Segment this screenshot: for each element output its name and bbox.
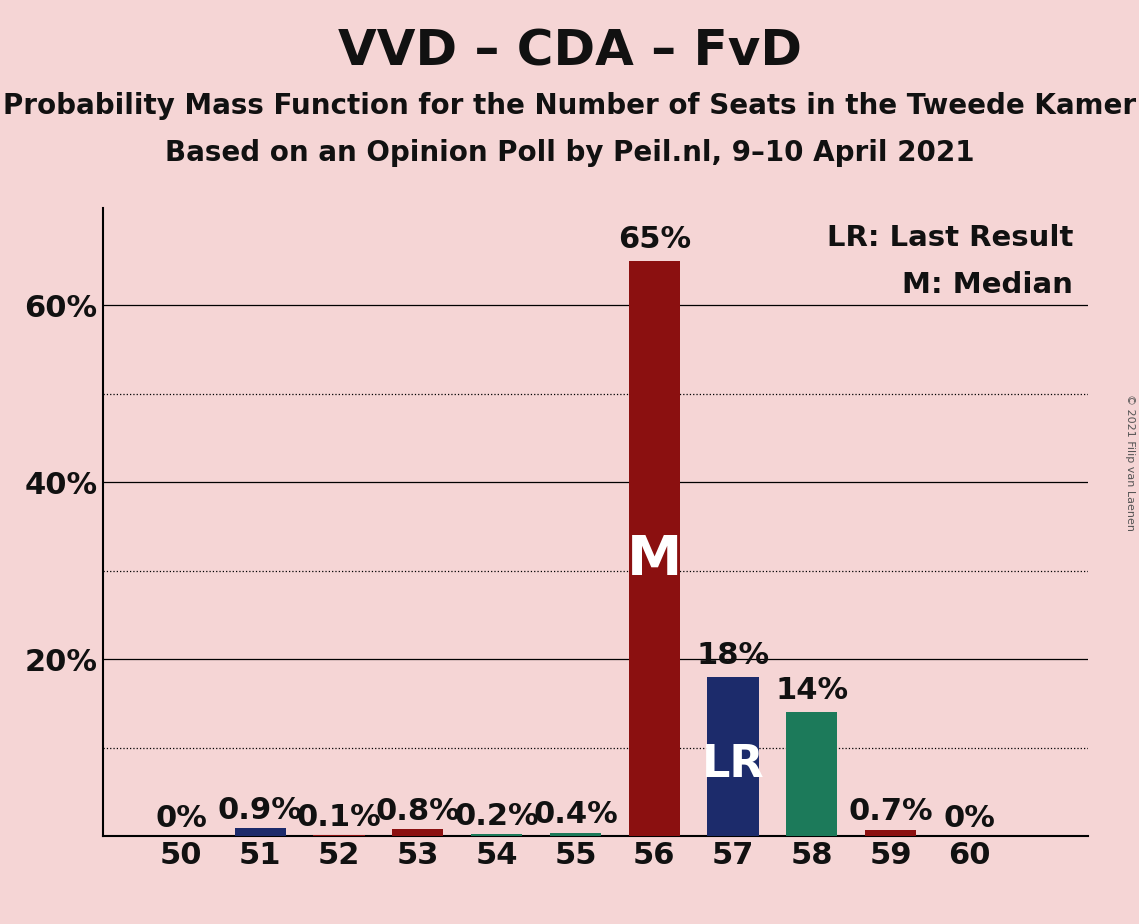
Text: M: Median: M: Median: [902, 271, 1073, 298]
Text: 0.8%: 0.8%: [376, 796, 460, 826]
Text: 0%: 0%: [943, 804, 995, 833]
Text: 65%: 65%: [617, 225, 691, 254]
Text: 0.1%: 0.1%: [296, 803, 382, 832]
Text: M: M: [626, 533, 682, 587]
Text: 0.9%: 0.9%: [218, 796, 303, 825]
Text: 0.2%: 0.2%: [454, 802, 539, 831]
Text: 0.4%: 0.4%: [533, 800, 617, 829]
Text: 0%: 0%: [155, 804, 207, 833]
Text: 18%: 18%: [696, 641, 770, 670]
Bar: [629, 261, 680, 836]
Bar: [550, 833, 601, 836]
Text: LR: Last Result: LR: Last Result: [827, 224, 1073, 251]
Text: LR: LR: [702, 743, 764, 786]
Bar: [472, 834, 522, 836]
Bar: [392, 829, 443, 836]
Bar: [786, 712, 837, 836]
Text: VVD – CDA – FvD: VVD – CDA – FvD: [337, 28, 802, 76]
Text: Based on an Opinion Poll by Peil.nl, 9–10 April 2021: Based on an Opinion Poll by Peil.nl, 9–1…: [165, 139, 974, 166]
Bar: [866, 830, 916, 836]
Text: 14%: 14%: [776, 676, 849, 705]
Bar: [235, 828, 286, 836]
Text: Probability Mass Function for the Number of Seats in the Tweede Kamer: Probability Mass Function for the Number…: [3, 92, 1136, 120]
Bar: [707, 677, 759, 836]
Text: 0.7%: 0.7%: [849, 797, 933, 826]
Text: © 2021 Filip van Laenen: © 2021 Filip van Laenen: [1125, 394, 1134, 530]
